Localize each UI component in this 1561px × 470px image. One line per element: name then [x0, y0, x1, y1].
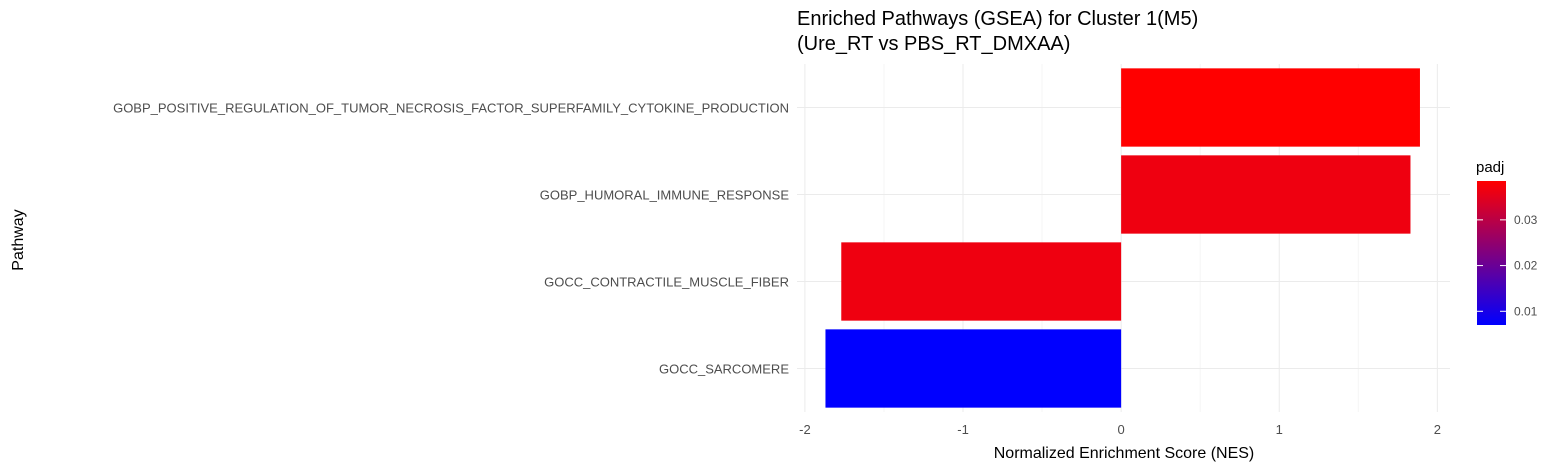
y-tick-label: GOBP_POSITIVE_REGULATION_OF_TUMOR_NECROS… [113, 101, 789, 116]
x-tick-label: 1 [1276, 422, 1283, 437]
legend-colorbar [1477, 181, 1506, 325]
x-tick-label: -1 [957, 422, 969, 437]
chart-title-line-1: Enriched Pathways (GSEA) for Cluster 1(M… [797, 8, 1198, 30]
bar [825, 329, 1122, 408]
legend-tick-label: 0.03 [1514, 213, 1538, 227]
y-tick-label: GOCC_SARCOMERE [659, 362, 789, 377]
y-tick-labels: GOBP_POSITIVE_REGULATION_OF_TUMOR_NECROS… [113, 101, 789, 377]
x-tick-label: -2 [799, 422, 811, 437]
bar [1121, 155, 1411, 234]
bar [1121, 68, 1420, 147]
y-tick-label: GOCC_CONTRACTILE_MUSCLE_FIBER [544, 275, 789, 290]
y-tick-label: GOBP_HUMORAL_IMMUNE_RESPONSE [540, 188, 790, 203]
x-tick-labels: -2 -1 0 1 2 [799, 422, 1441, 437]
y-axis-title: Pathway [10, 209, 27, 270]
x-axis-title: Normalized Enrichment Score (NES) [994, 445, 1255, 462]
legend-tick-label: 0.02 [1514, 259, 1538, 273]
bars [825, 68, 1420, 408]
bar [841, 242, 1122, 321]
legend-tick-label: 0.01 [1514, 304, 1538, 318]
x-tick-label: 2 [1434, 422, 1441, 437]
legend-title: padj [1476, 159, 1504, 176]
legend-ticks: 0.01 0.02 0.03 [1477, 213, 1538, 318]
x-tick-label: 0 [1118, 422, 1125, 437]
chart-title-line-2: (Ure_RT vs PBS_RT_DMXAA) [797, 33, 1070, 55]
